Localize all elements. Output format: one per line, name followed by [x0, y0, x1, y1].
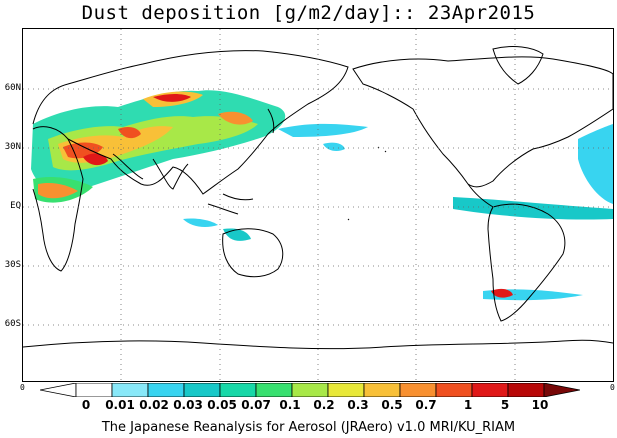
lat-label-60s: 60S — [4, 319, 21, 329]
graticule — [23, 29, 613, 381]
colorbar-cell — [111, 382, 149, 398]
colorbar-cell — [543, 382, 581, 398]
world-map — [22, 28, 614, 382]
colorbar-label: 0.07 — [241, 398, 271, 412]
map-title: Dust deposition [g/m2/day]:: 23Apr2015 — [81, 2, 536, 24]
colorbar-cell — [291, 382, 329, 398]
colorbar-label: 0.5 — [381, 398, 403, 412]
colorbar-cell — [435, 382, 473, 398]
colorbar-label: 0.02 — [139, 398, 169, 412]
dust-plumes — [31, 90, 613, 301]
colorbar-label: 0.1 — [279, 398, 301, 412]
colorbar-cell — [183, 382, 221, 398]
coastlines — [23, 46, 613, 350]
colorbar-label: 0.7 — [415, 398, 437, 412]
lat-label-30n: 30N — [4, 142, 21, 152]
colorbar-cell — [255, 382, 293, 398]
colorbar-cell — [219, 382, 257, 398]
lat-label-eq: EQ — [10, 201, 21, 211]
colorbar-cell — [39, 382, 77, 398]
edge-label-left: 0 — [20, 383, 25, 392]
colorbar-label: 0.3 — [347, 398, 369, 412]
colorbar-cell — [147, 382, 185, 398]
colorbar-cell — [471, 382, 509, 398]
credit-line: The Japanese Reanalysis for Aerosol (JRA… — [101, 420, 516, 435]
colorbar-cell — [507, 382, 545, 398]
colorbar-label: 10 — [531, 398, 549, 412]
colorbar-label: 5 — [500, 398, 510, 412]
colorbar-label: 0.05 — [207, 398, 237, 412]
colorbar-cell — [327, 382, 365, 398]
edge-label-right: 0 — [610, 383, 615, 392]
colorbar-label: 0.03 — [173, 398, 203, 412]
lat-label-30s: 30S — [4, 260, 21, 270]
colorbar-cell — [75, 382, 113, 398]
colorbar-cell — [399, 382, 437, 398]
colorbar-label: 0.01 — [105, 398, 135, 412]
colorbar-label: 0.2 — [313, 398, 335, 412]
lat-label-60n: 60N — [4, 83, 21, 93]
colorbar-label: 0 — [81, 398, 91, 412]
colorbar-cell — [363, 382, 401, 398]
colorbar-label: 1 — [463, 398, 473, 412]
colorbar — [39, 382, 581, 398]
